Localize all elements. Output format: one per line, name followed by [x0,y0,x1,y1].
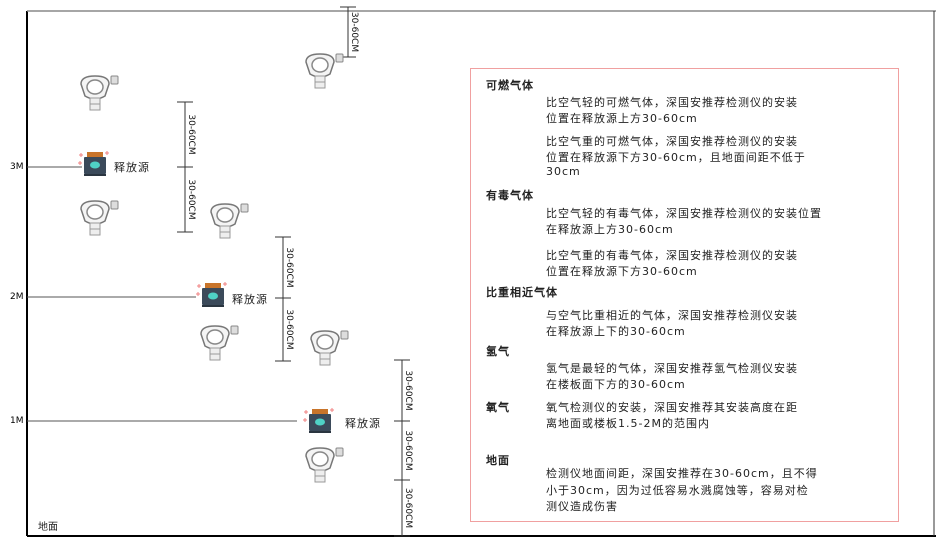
note-line: 测仪造成伤害 [546,500,618,513]
note-line: 比空气重的可燃气体，深国安推荐检测仪的安装 [546,135,798,148]
spark-icon [105,151,109,155]
spark-icon [303,418,307,422]
note-line: 位置在释放源下方30-60cm [546,265,698,278]
gas-detector-icon [310,330,349,366]
dimension-marker: 30-60CM [177,101,196,168]
spark-icon [304,410,308,414]
dimension-label: 30-60CM [349,12,359,52]
dimension-label: 30-60CM [186,179,196,219]
dimension-label: 30-60CM [403,370,413,410]
dimension-marker: 30-60CM [275,236,294,299]
note-line: 氧气检测仪的安装，深国安推荐其安装高度在距 [546,401,798,414]
note-line: 氢气是最轻的气体，深国安推荐氢气检测仪安装 [546,362,798,375]
gas-detector-icon [80,75,119,111]
dimension-marker: 30-60CM [340,6,359,58]
source-label-1m: 释放源 [345,417,381,430]
dimension-label: 30-60CM [403,488,413,528]
note-line: 比空气轻的可燃气体，深国安推荐检测仪的安装 [546,96,798,109]
dimension-marker: 30-60CM [177,166,196,233]
spark-icon [197,284,201,288]
dimension-label: 30-60CM [284,309,294,349]
dimension-marker: 30-60CM [394,359,413,422]
dimension-marker: 30-60CM [275,297,294,362]
note-line: 离地面或楼板1.5-2M的范围内 [546,417,710,430]
spark-icon [223,282,227,286]
heading-similar: 比重相近气体 [486,286,558,299]
spark-icon [330,408,334,412]
note-line: 位置在释放源上方30-60cm [546,112,698,125]
heading-oxygen: 氧气 [486,401,510,414]
heading-toxic: 有毒气体 [486,189,534,202]
heading-hydrogen: 氢气 [486,345,510,358]
installation-notes-panel: 可燃气体 比空气轻的可燃气体，深国安推荐检测仪的安装 位置在释放源上方30-60… [470,68,899,522]
heading-ground: 地面 [486,454,510,467]
gas-detector-icon [210,203,249,239]
level-1m-label: 1M [10,416,24,426]
gas-source-icon [78,151,109,176]
note-line: 检测仪地面间距，深国安推荐在30-60cm，且不得 [546,467,818,480]
note-line: 在释放源上方30-60cm [546,223,674,236]
note-line: 在楼板面下方的30-60cm [546,378,686,391]
note-line: 比空气轻的有毒气体，深国安推荐检测仪的安装位置 [546,207,822,220]
source-label-3m: 释放源 [114,161,150,174]
gas-source-icon [303,408,334,433]
gas-detector-icon [305,447,344,483]
dimension-label: 30-60CM [403,430,413,470]
gas-detector-icon [305,53,344,89]
gas-detector-icon [80,200,119,236]
level-2m-label: 2M [10,292,24,302]
note-line: 比空气重的有毒气体，深国安推荐检测仪的安装 [546,249,798,262]
level-3m-label: 3M [10,162,24,172]
spark-icon [196,292,200,296]
note-line: 小于30cm，因为过低容易水溅腐蚀等，容易对检 [546,484,809,497]
gas-detector-icon [200,325,239,361]
gas-source-icon [196,282,227,307]
dimension-marker: 30-60CM [394,479,413,537]
spark-icon [79,153,83,157]
dimension-label: 30-60CM [284,247,294,287]
note-line: 30cm [546,165,581,178]
note-line: 在释放源上下的30-60cm [546,325,686,338]
dimension-label: 30-60CM [186,114,196,154]
source-label-2m: 释放源 [232,293,268,306]
dimension-marker: 30-60CM [394,420,413,481]
spark-icon [78,161,82,165]
heading-combustible: 可燃气体 [486,79,534,92]
ground-label: 地面 [38,522,58,533]
note-line: 与空气比重相近的气体，深国安推荐检测仪安装 [546,309,798,322]
note-line: 位置在释放源下方30-60cm，且地面间距不低于 [546,151,806,164]
